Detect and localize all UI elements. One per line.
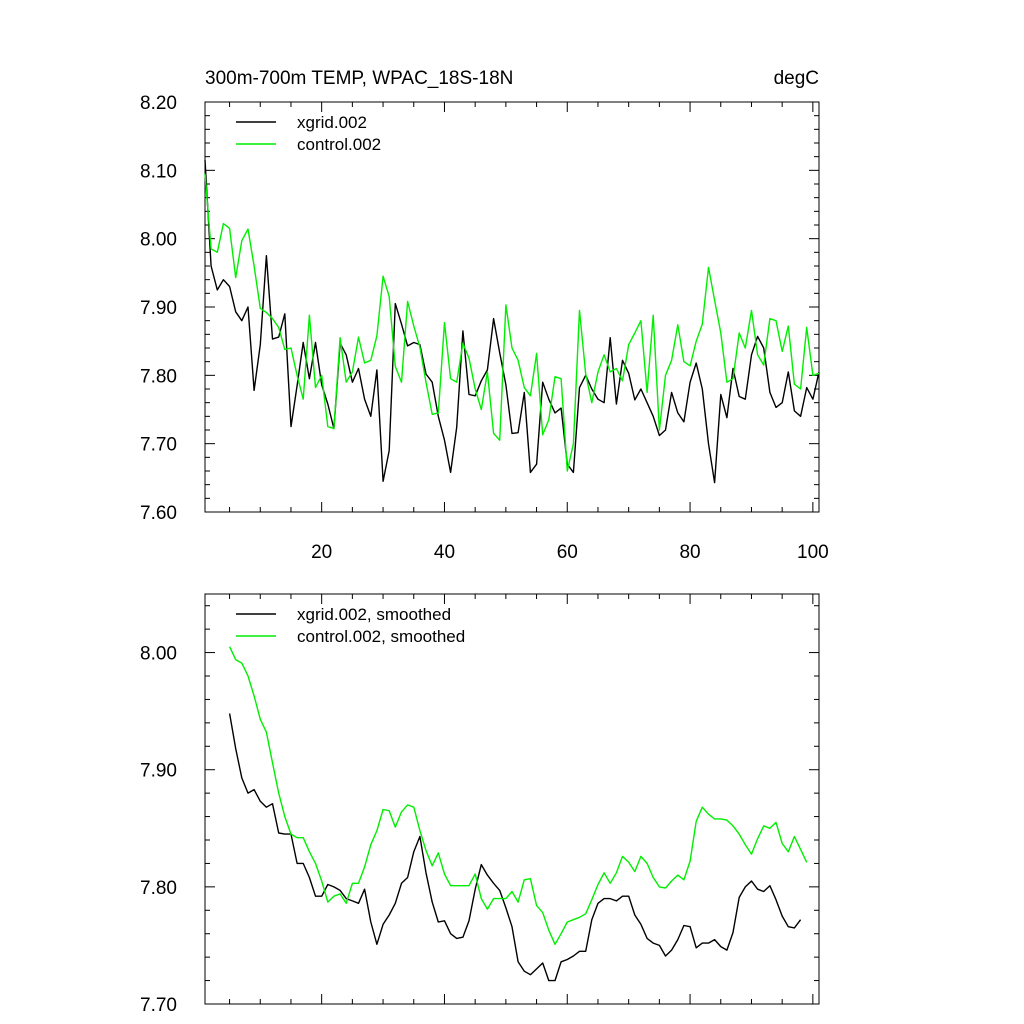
y-tick-label: 7.60 (140, 503, 177, 524)
y-tick-label: 7.80 (140, 878, 177, 899)
y-tick-label: 7.70 (140, 995, 177, 1016)
y-tick-label: 8.10 (140, 161, 177, 182)
series-line-xgrid (204, 160, 820, 484)
y-tick-label: 8.00 (140, 644, 177, 665)
x-tick-label: 20 (311, 542, 332, 563)
y-tick-label: 8.20 (140, 93, 177, 114)
legend-label: control.002 (297, 135, 381, 154)
y-tick-label: 7.80 (140, 366, 177, 387)
series-line-control (228, 646, 808, 945)
legend-label: control.002, smoothed (297, 627, 465, 646)
bottom-panel-legend: xgrid.002, smoothed control.002, smoothed (236, 605, 465, 646)
top-panel-frame (204, 101, 820, 513)
bottom-panel-ticks: 7.70 7.80 7.90 8.00 (140, 594, 819, 1016)
top-panel-title: 300m-700m TEMP, WPAC_18S-18N (205, 68, 513, 89)
series-line-control (204, 173, 820, 472)
x-tick-label: 60 (557, 542, 578, 563)
y-tick-label: 7.90 (140, 298, 177, 319)
legend-label: xgrid.002 (297, 113, 367, 132)
top-panel-units: degC (774, 68, 819, 89)
top-panel-series (204, 160, 820, 484)
y-tick-label: 7.90 (140, 761, 177, 782)
x-tick-label: 100 (797, 542, 829, 563)
bottom-panel-frame (204, 593, 820, 1005)
bottom-panel-series (228, 646, 808, 982)
bottom-panel: 7.70 7.80 7.90 8.00 xgrid.002, smoothed cont… (140, 593, 820, 1016)
top-panel-ticks: 20 40 60 80 100 7.60 7.70 7.80 7.90 8.00 8.10 8.20 (140, 93, 829, 563)
series-line-xgrid (228, 713, 802, 982)
y-tick-label: 7.70 (140, 435, 177, 456)
legend-label: xgrid.002, smoothed (297, 605, 451, 624)
x-tick-label: 80 (679, 542, 700, 563)
top-panel-legend: xgrid.002 control.002 (236, 113, 381, 154)
top-panel: 300m-700m TEMP, WPAC_18S-18N degC 20 40 60… (140, 68, 829, 563)
x-tick-label: 40 (434, 542, 455, 563)
y-tick-label: 8.00 (140, 230, 177, 251)
